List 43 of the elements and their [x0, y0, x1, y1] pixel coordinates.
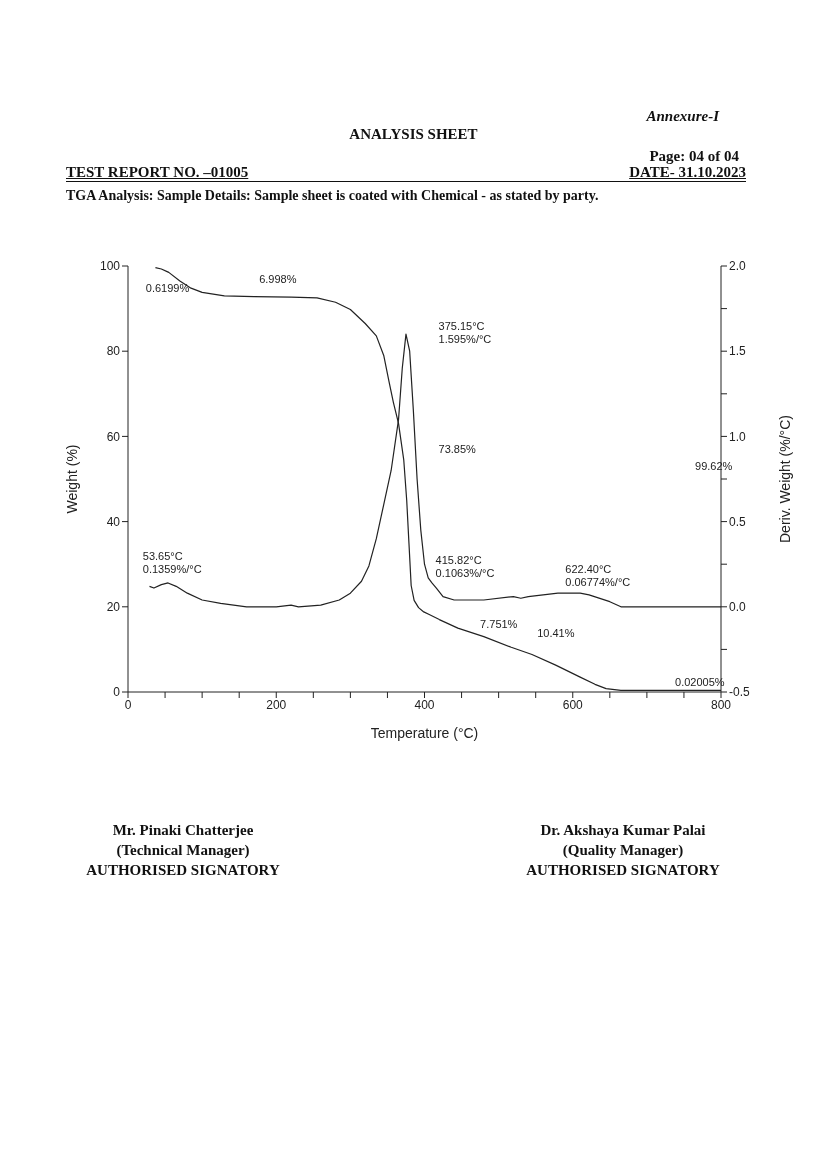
annotation: 10.41% [537, 626, 575, 639]
annotation: 99.62% [695, 460, 733, 473]
text: AUTHORISED SIGNATORY [525, 861, 721, 880]
text: Page: 04 of 04 [649, 148, 739, 165]
chart-title: ANALYSIS SHEET [348, 126, 479, 143]
y-tick-label: 20 [106, 600, 121, 615]
y-tick-label: 80 [106, 344, 121, 359]
y2-axis-title: Deriv. Weight (%/°C) [776, 415, 793, 543]
y-tick-label: 60 [106, 429, 121, 444]
annotation: 7.751% [480, 618, 518, 631]
y2-tick-label: 2.0 [729, 259, 747, 274]
x-tick-label: 200 [266, 697, 287, 712]
text: Dr. Akshaya Kumar Palai [539, 821, 707, 840]
annotation: 622.40°C 0.06774%/°C [565, 562, 631, 588]
text: (Quality Manager) [561, 841, 685, 860]
text: TGA Analysis: Sample Details: Sample sheet is coated with Chemical - as stated by party. [66, 188, 600, 204]
x-tick-label: 400 [414, 697, 435, 712]
y-tick-label: 0 [113, 685, 121, 700]
y2-tick-label: 0.5 [729, 514, 747, 529]
annotation: 53.65°C 0.1359%/°C [142, 549, 202, 575]
x-axis-title: Temperature (°C) [370, 725, 479, 741]
x-tick-label: 600 [562, 697, 584, 712]
y-tick-label: 40 [106, 514, 121, 529]
x-tick-label: 0 [124, 697, 132, 712]
y2-tick-label: 1.5 [729, 344, 747, 359]
annotation: 0.6199% [145, 281, 190, 294]
text: Mr. Pinaki Chatterjee [111, 821, 255, 840]
text: (Technical Manager) [115, 841, 251, 860]
y-tick-label: 100 [99, 259, 121, 274]
text: TEST REPORT NO. –01005 [66, 164, 249, 180]
y2-tick-label: -0.5 [729, 685, 750, 700]
annotation: 415.82°C 0.1063%/°C [435, 554, 495, 580]
annotation: 6.998% [259, 273, 297, 286]
text: Annexure-I [646, 108, 719, 125]
text: AUTHORISED SIGNATORY [85, 861, 281, 880]
y2-tick-label: 1.0 [729, 429, 747, 444]
y2-tick-label: 0.0 [729, 600, 747, 615]
annotation: 0.02005% [675, 675, 725, 688]
annotation: 73.85% [438, 443, 477, 456]
y-axis-title: Weight (%) [63, 444, 80, 514]
x-tick-label: 800 [710, 697, 732, 712]
text: DATE- 31.10.2023 [629, 164, 746, 181]
annotation: 375.15°C 1.595%/°C [438, 319, 492, 345]
